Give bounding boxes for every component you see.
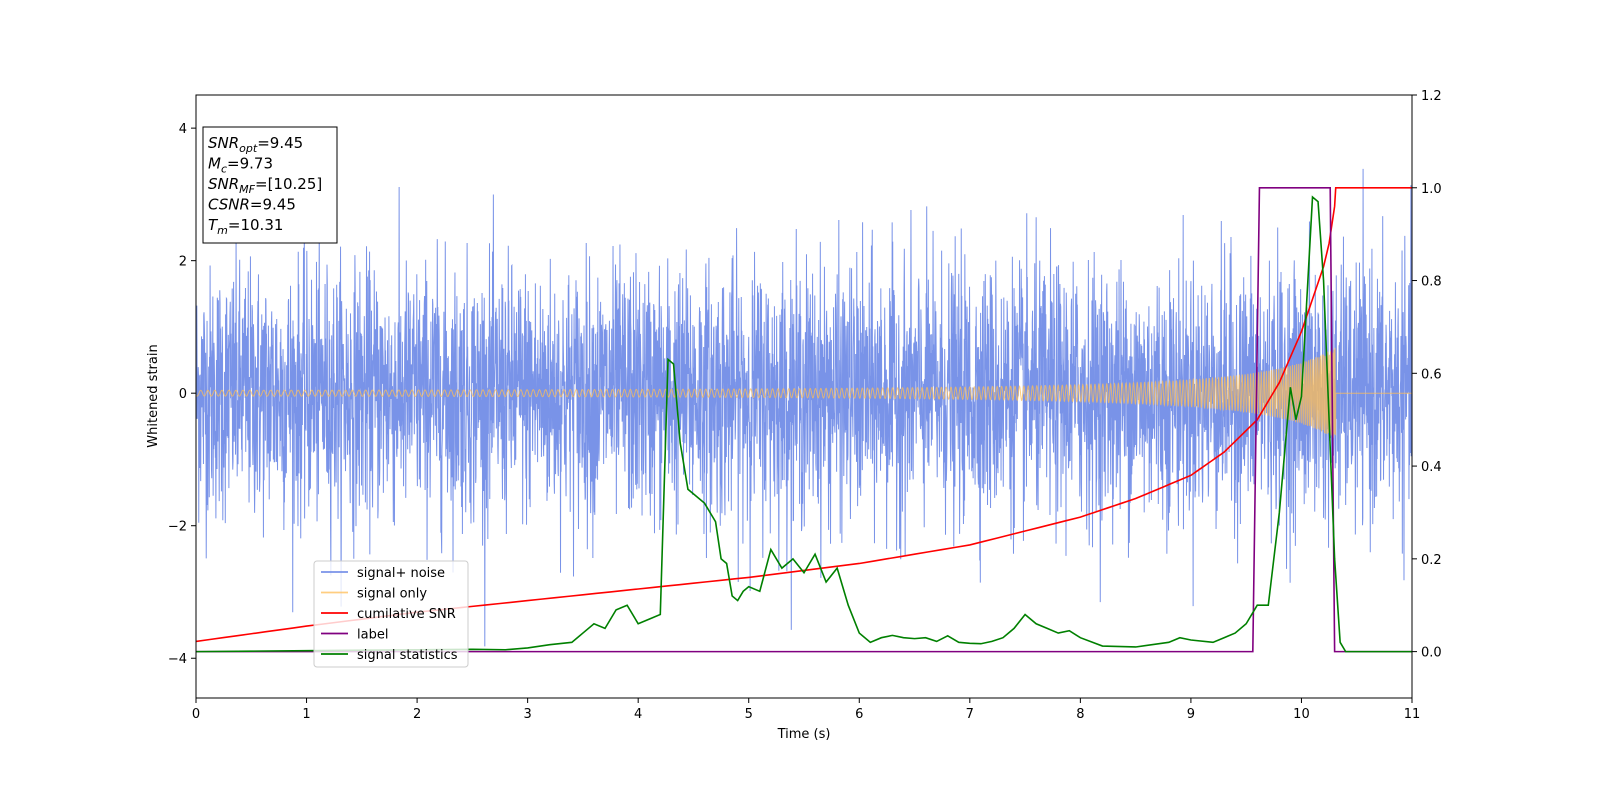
series-signal-statistics-line [196, 195, 1412, 653]
y-tick-label-left: 2 [179, 255, 187, 270]
x-tick-label: 1 [302, 707, 310, 722]
info-box-line: Tm=10.31 [208, 216, 283, 237]
x-axis-label: Time (s) [777, 727, 831, 742]
info-box-line: SNRMF=[10.25] [208, 175, 322, 196]
legend-label: cumilative SNR [357, 607, 456, 622]
y-tick-label-left: 0 [179, 387, 187, 402]
plot-frame [195, 94, 1413, 699]
legend-label: signal only [357, 587, 427, 602]
x-tick-label: 2 [413, 707, 421, 722]
legend: signal+ noise signal only cumilative SNR la… [313, 560, 469, 668]
legend-label: signal statistics [357, 648, 458, 663]
series-signal-only-line [196, 347, 1412, 438]
info-box-line: SNRopt=9.45 [208, 134, 303, 155]
y-tick-label-right: 0.2 [1421, 553, 1442, 568]
x-tick-label: 6 [855, 707, 863, 722]
plot-series-layer [196, 168, 1412, 653]
info-box-frame [202, 126, 338, 244]
y-tick-label-right: 0.8 [1421, 275, 1442, 290]
info-box-line: CSNR=9.45 [208, 196, 296, 214]
x-tick-label: 11 [1404, 707, 1421, 722]
legend-frame [313, 560, 469, 668]
x-tick-label: 8 [1076, 707, 1084, 722]
info-box-line: Mc=9.73 [208, 155, 273, 176]
x-tick-label: 3 [523, 707, 531, 722]
series-cumulative-snr-line [196, 186, 1412, 643]
y-tick-label-left: −4 [168, 652, 187, 667]
x-tick-label: 10 [1293, 707, 1310, 722]
x-tick-label: 9 [1187, 707, 1195, 722]
y-axis-label-left: Whitened strain [146, 344, 161, 447]
y-tick-label-right: 1.2 [1421, 89, 1442, 104]
tick-layer: 0 1 2 3 4 5 6 7 8 9 10 11 −4 −2 0 2 4 0.0 0.2 0.4 0.6 0.8 1.0 1… [168, 89, 1442, 722]
y-tick-label-right: 0.0 [1421, 646, 1442, 661]
series-signal-noise-line [196, 168, 1412, 647]
x-tick-label: 7 [966, 707, 974, 722]
x-tick-label: 4 [634, 707, 642, 722]
info-box: SNRopt=9.45Mc=9.73SNRMF=[10.25]CSNR=9.45… [202, 126, 338, 244]
y-tick-label-right: 0.4 [1421, 460, 1442, 475]
y-tick-label-left: 4 [179, 122, 187, 137]
legend-label: signal+ noise [357, 566, 445, 581]
y-tick-label-right: 1.0 [1421, 182, 1442, 197]
y-tick-label-right: 0.6 [1421, 367, 1442, 382]
x-tick-label: 5 [745, 707, 753, 722]
x-tick-label: 0 [192, 707, 200, 722]
legend-label: label [357, 628, 388, 643]
y-tick-label-left: −2 [168, 520, 187, 535]
